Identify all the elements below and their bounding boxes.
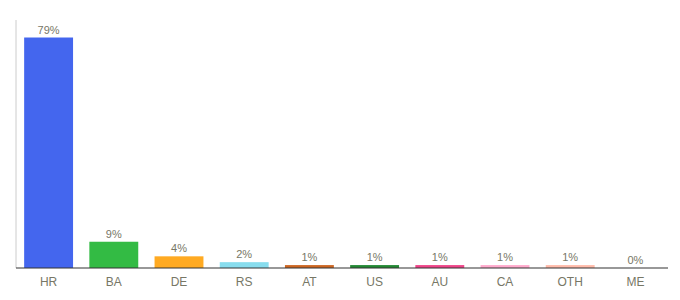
data-label: 1% (367, 251, 383, 263)
x-tick-label: RS (236, 275, 253, 289)
data-label: 9% (106, 228, 122, 240)
x-tick-label: BA (106, 275, 122, 289)
data-label: 1% (497, 251, 513, 263)
chart-container: 79% 9% 4% 2% 1% 1% 1% 1% 1% 0% HR BA DE RS AT US AU CA OTH… (0, 0, 680, 300)
bar (155, 256, 204, 268)
x-tick-labels: HR BA DE RS AT US AU CA OTH ME (40, 275, 644, 289)
x-axis-line (16, 267, 668, 268)
x-tick-label: AT (302, 275, 317, 289)
data-labels: 79% 9% 4% 2% 1% 1% 1% 1% 1% 0% (38, 24, 644, 266)
bar (89, 242, 138, 268)
x-tick-label: DE (171, 275, 188, 289)
x-tick-label: CA (497, 275, 514, 289)
data-label: 1% (301, 251, 317, 263)
data-label: 1% (562, 251, 578, 263)
bar (220, 262, 269, 268)
data-label: 0% (627, 254, 643, 266)
x-tick-label: US (366, 275, 383, 289)
data-label: 79% (38, 24, 60, 36)
data-label: 4% (171, 242, 187, 254)
x-tick-label: OTH (558, 275, 583, 289)
chart: 79% 9% 4% 2% 1% 1% 1% 1% 1% 0% HR BA DE RS AT US AU CA OTH… (0, 0, 680, 300)
bars (24, 38, 595, 268)
bar (24, 38, 73, 268)
x-tick-label: ME (626, 275, 644, 289)
data-label: 2% (236, 248, 252, 260)
x-tick-label: HR (40, 275, 58, 289)
y-axis-line (16, 20, 17, 268)
data-label: 1% (432, 251, 448, 263)
x-tick-label: AU (431, 275, 448, 289)
